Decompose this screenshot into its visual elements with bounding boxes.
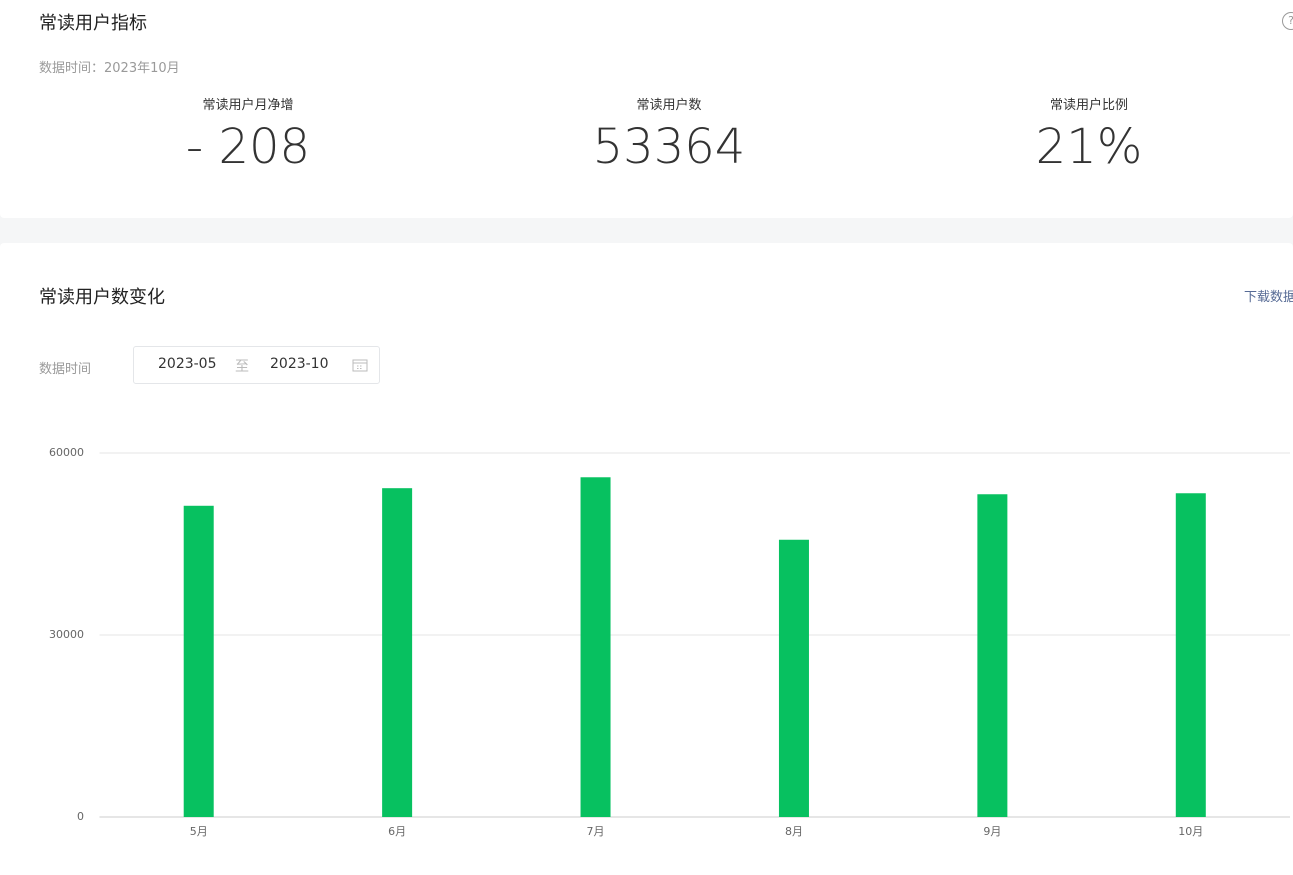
bar — [580, 477, 611, 817]
x-tick-label: 10月 — [1178, 825, 1203, 838]
metric-value: - 208 — [185, 119, 311, 175]
range-label: 数据时间 — [39, 362, 92, 377]
trend-title: 常读用户数变化 — [39, 287, 165, 308]
bar — [1175, 493, 1206, 817]
metric: 常读用户月净增 - 208 — [98, 94, 398, 175]
x-tick-label: 9月 — [983, 825, 1001, 838]
y-tick-label: 0 — [77, 810, 84, 823]
bar — [977, 494, 1008, 817]
metric-value: 53364 — [592, 119, 746, 175]
range-start[interactable]: 2023-05 — [158, 356, 217, 372]
calendar-icon — [352, 359, 368, 372]
y-tick-label: 30000 — [49, 628, 84, 641]
y-tick-label: 60000 — [49, 446, 84, 459]
chart: 0 30000 60000 5月 6月 7月 8月 9月 10月 — [49, 446, 1290, 838]
metric: 常读用户比例 21% — [939, 94, 1239, 175]
metric-value: 21% — [1035, 119, 1143, 175]
range-separator: 至 — [235, 359, 249, 375]
help-icon[interactable]: ? — [1282, 12, 1293, 30]
trend-card: 常读用户数变化 下载数据 数据时间 2023-05 至 2023-10 0 300… — [0, 243, 1293, 875]
x-tick-label: 7月 — [587, 825, 605, 838]
overview-card: 常读用户指标 ? 数据时间：2023年10月 常读用户月净增 - 208 常读用… — [0, 0, 1293, 218]
date-range-picker[interactable]: 2023-05 至 2023-10 — [133, 346, 380, 384]
bar — [778, 539, 809, 817]
bar — [382, 488, 413, 817]
range-end[interactable]: 2023-10 — [270, 356, 329, 372]
x-tick-label: 8月 — [785, 825, 803, 838]
x-tick-label: 5月 — [190, 825, 208, 838]
download-link[interactable]: 下载数据 — [1244, 290, 1293, 305]
metric-label: 常读用户月净增 — [202, 98, 294, 113]
bar — [183, 505, 214, 817]
metric-label: 常读用户数 — [636, 98, 702, 113]
x-tick-label: 6月 — [388, 825, 406, 838]
metric-label: 常读用户比例 — [1049, 98, 1128, 113]
data-time: 数据时间：2023年10月 — [39, 61, 180, 76]
overview-title: 常读用户指标 — [39, 13, 147, 34]
metric: 常读用户数 53364 — [519, 94, 819, 175]
